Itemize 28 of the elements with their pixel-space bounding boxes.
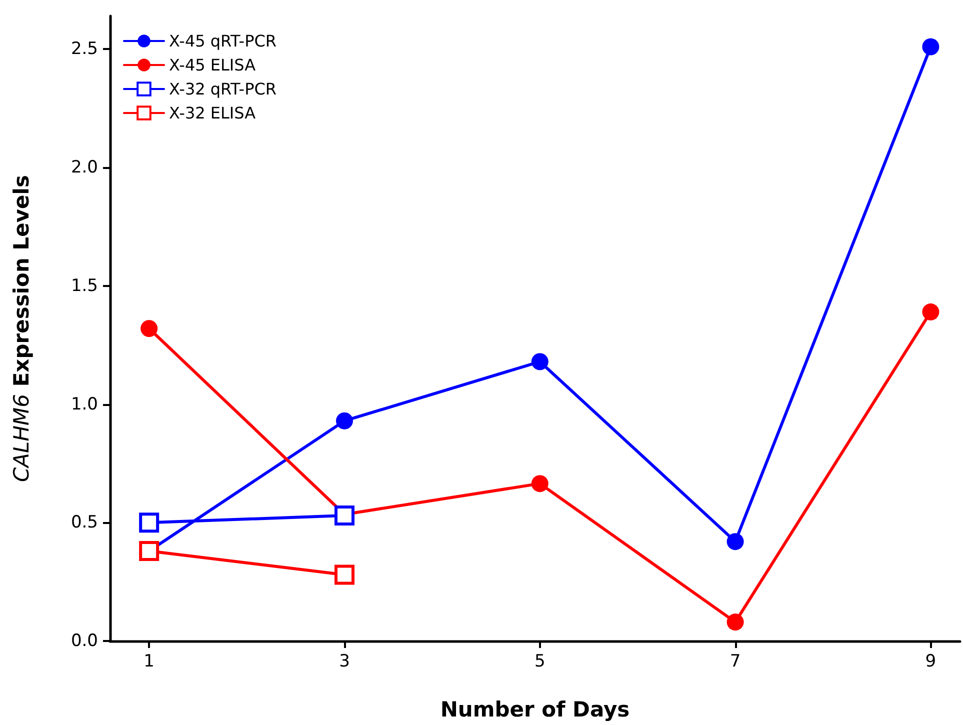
point	[531, 475, 548, 492]
point	[139, 512, 160, 533]
y-tick-label: 1.0	[70, 394, 98, 414]
x-tick-label: 9	[925, 652, 936, 672]
x-tick-label: 5	[534, 652, 546, 672]
legend-label: X-45 qRT-PCR	[169, 32, 277, 50]
x-tick-label: 3	[339, 652, 350, 672]
point	[531, 353, 548, 370]
point	[922, 38, 940, 56]
y-tick-label: 0.0	[70, 631, 98, 651]
y-tick-label: 2.0	[70, 158, 98, 178]
legend-label: X-45 ELISA	[169, 56, 256, 74]
x-tick-label: 1	[144, 652, 154, 672]
y-tick-label: 0.5	[70, 512, 98, 533]
point	[336, 412, 353, 430]
point	[922, 303, 940, 320]
x-tick-label: 7	[730, 652, 741, 672]
point	[140, 320, 158, 337]
point	[334, 506, 354, 526]
y-tick-label: 2.5	[70, 39, 98, 60]
point	[726, 614, 744, 631]
y-axis-title: CALHM6 Expression Levels	[10, 175, 34, 482]
legend-label: X-32 ELISA	[169, 104, 256, 122]
point	[334, 564, 354, 585]
legend-label: X-32 qRT-PCR	[169, 80, 277, 98]
y-tick-label: 1.5	[70, 276, 98, 296]
point	[726, 533, 744, 550]
x-axis-title: Number of Days	[440, 698, 630, 722]
